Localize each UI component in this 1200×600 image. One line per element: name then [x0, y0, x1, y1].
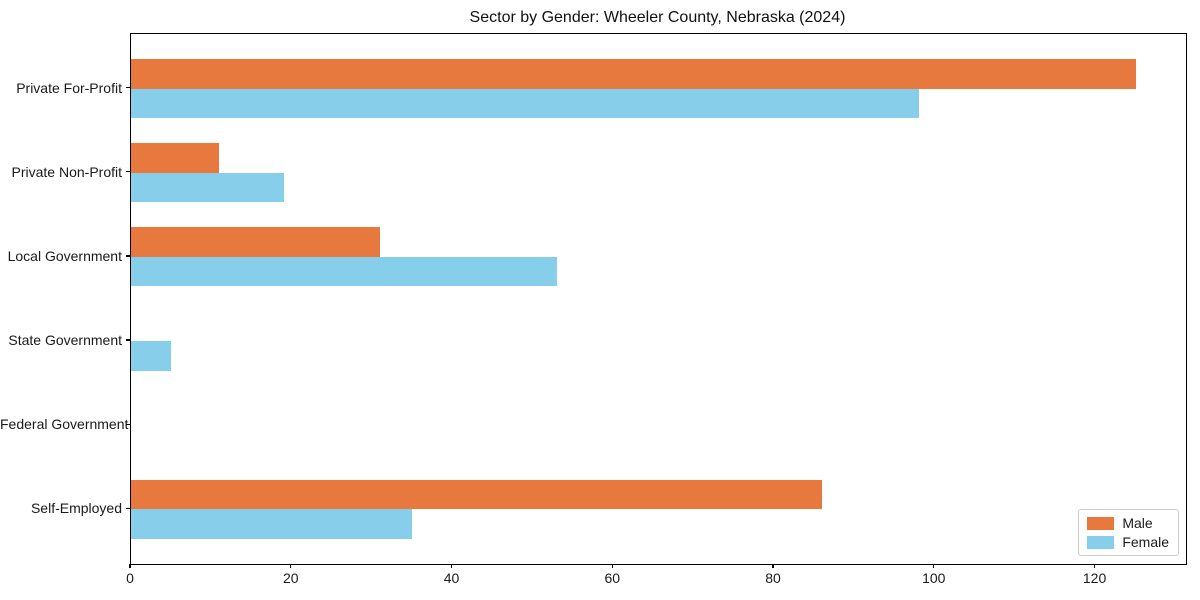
bar-female-self-employed — [131, 509, 413, 539]
y-tick-mark-self-employed — [126, 507, 130, 509]
x-tick-mark-20 — [290, 564, 292, 568]
y-tick-mark-private-for-profit — [126, 87, 130, 89]
bar-male-self-employed — [131, 479, 823, 510]
y-tick-mark-state-government — [126, 339, 130, 341]
x-tick-mark-0 — [129, 564, 131, 568]
y-tick-label-local-government: Local Government — [7, 247, 122, 264]
x-tick-mark-80 — [772, 564, 774, 568]
legend-item-male: Male — [1087, 516, 1169, 530]
bar-male-local-government — [131, 227, 381, 257]
y-tick-label-private-non-profit: Private Non-Profit — [11, 163, 122, 180]
y-tick-mark-local-government — [126, 255, 130, 257]
x-tick-label-100: 100 — [922, 570, 946, 586]
y-tick-mark-federal-government — [126, 423, 130, 425]
y-tick-label-private-for-profit: Private For-Profit — [16, 79, 122, 96]
y-tick-label-federal-government: Federal Government — [0, 416, 129, 433]
x-tick-label-0: 0 — [126, 570, 134, 586]
chart-title: Sector by Gender: Wheeler County, Nebras… — [469, 9, 846, 26]
legend-label-female: Female — [1122, 534, 1169, 550]
bar-male-private-for-profit — [131, 59, 1136, 89]
x-tick-mark-40 — [450, 564, 453, 568]
legend-item-female: Female — [1087, 535, 1169, 549]
y-tick-label-self-employed: Self-Employed — [30, 500, 122, 517]
y-tick-mark-private-non-profit — [126, 171, 130, 173]
y-tick-label-state-government: State Government — [8, 332, 122, 349]
x-tick-mark-100 — [933, 564, 935, 568]
bar-male-private-non-profit — [131, 143, 220, 173]
x-tick-label-120: 120 — [1082, 570, 1107, 586]
x-tick-label-80: 80 — [765, 570, 781, 586]
legend-swatch-female — [1087, 535, 1115, 549]
x-tick-label-40: 40 — [443, 570, 460, 586]
bar-female-state-government — [131, 341, 172, 371]
x-tick-mark-120 — [1093, 564, 1096, 568]
bar-female-local-government — [131, 256, 558, 287]
bar-female-private-for-profit — [131, 88, 919, 119]
x-tick-label-20: 20 — [282, 570, 299, 586]
x-tick-label-60: 60 — [604, 570, 621, 586]
legend-label-male: Male — [1122, 515, 1153, 531]
bar-female-private-non-profit — [131, 172, 284, 203]
legend-swatch-male — [1087, 516, 1115, 530]
x-tick-mark-60 — [611, 564, 613, 568]
plot-area: Male Female — [130, 33, 1187, 565]
legend: Male Female — [1078, 509, 1179, 556]
